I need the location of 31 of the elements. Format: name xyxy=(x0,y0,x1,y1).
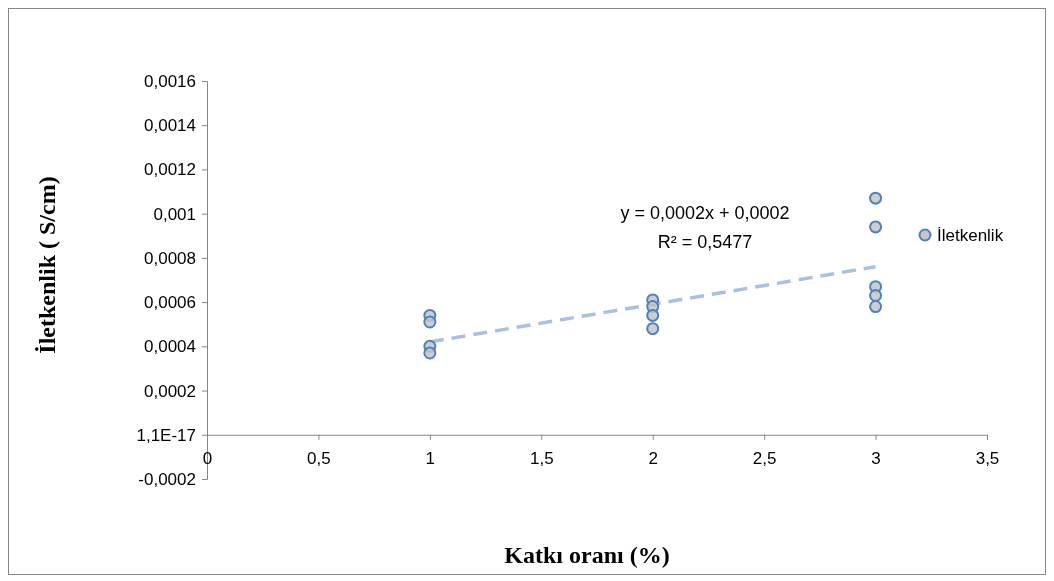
x-tick-label: 3 xyxy=(871,448,881,468)
x-tick-label: 0 xyxy=(202,448,213,468)
legend-label: İletkenlik xyxy=(937,226,1004,245)
annotation: R² = 0,5477 xyxy=(657,232,753,252)
point xyxy=(646,308,660,322)
y-tick-label: 0,0008 xyxy=(144,248,196,268)
y-tick-label: 0,0006 xyxy=(144,293,196,313)
x-tick-label: 1 xyxy=(425,448,436,468)
x-tick-label: 2,5 xyxy=(752,448,777,468)
point xyxy=(646,322,660,336)
y-axis-title: İletkenlik ( S/cm) xyxy=(34,176,60,354)
y-tick-label: 0,0016 xyxy=(144,71,196,91)
y-tick-label: 0,001 xyxy=(153,204,196,224)
x-tick-label: 1,5 xyxy=(529,448,554,468)
point xyxy=(869,300,883,314)
annotation: y = 0,0002x + 0,0002 xyxy=(620,203,790,223)
x-tick-label: 3,5 xyxy=(975,448,1000,468)
point xyxy=(423,346,437,360)
y-tick-label: -0,0002 xyxy=(138,469,196,489)
point xyxy=(869,191,883,205)
y-tick-label: 0,0004 xyxy=(144,337,196,357)
y-tick-label: 1,1E-17 xyxy=(136,425,196,445)
x-tick-label: 0,5 xyxy=(307,448,331,468)
x-axis-title: Katkı oranı (%) xyxy=(504,542,670,568)
point xyxy=(869,220,883,234)
point xyxy=(423,315,437,329)
point xyxy=(869,288,883,302)
y-tick-label: 0,0014 xyxy=(144,116,196,136)
y-tick-label: 0,0002 xyxy=(144,381,196,401)
x-tick-label: 2 xyxy=(648,448,658,468)
y-tick-label: 0,0012 xyxy=(144,160,196,180)
